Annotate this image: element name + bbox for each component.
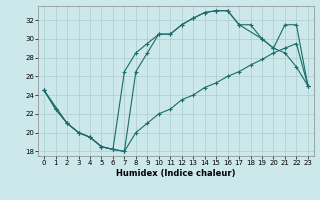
X-axis label: Humidex (Indice chaleur): Humidex (Indice chaleur) (116, 169, 236, 178)
